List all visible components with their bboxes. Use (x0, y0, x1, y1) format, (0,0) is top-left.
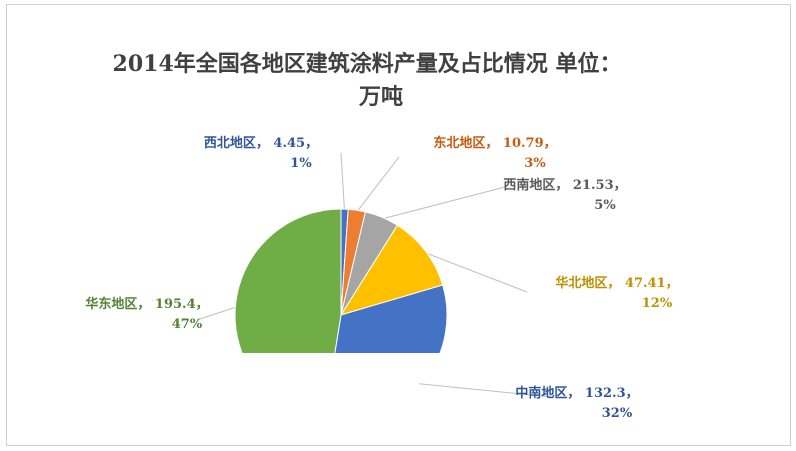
chart-area: 2014年全国各地区建筑涂料产量及占比情况 单位： 万吨 西北地区， 4.45，… (6, 4, 791, 446)
data-label: 华东地区， 195.4， 47% (85, 296, 208, 332)
data-label: 中南地区， 132.3， 32% (515, 385, 638, 421)
leader-line (381, 186, 506, 220)
leader-line (423, 251, 528, 293)
chart-title-line2: 万吨 (358, 84, 403, 110)
leader-line (340, 152, 345, 212)
pie-chart: 2014年全国各地区建筑涂料产量及占比情况 单位： 万吨 西北地区， 4.45，… (85, 51, 678, 421)
data-label: 西北地区， 4.45， 1% (204, 135, 318, 171)
pie-slice (339, 224, 444, 316)
leader-line (418, 383, 553, 398)
data-label: 华北地区， 47.41， 12% (555, 275, 678, 311)
pie-slice (334, 284, 448, 353)
pie-slice (234, 208, 342, 353)
data-label: 东北地区， 10.79， 3% (433, 135, 556, 171)
data-labels: 西北地区， 4.45， 1% 东北地区， 10.79， 3% 西南地区， 21.53， 5… (85, 135, 678, 421)
leader-lines (196, 152, 553, 398)
chart-title: 2014年全国各地区建筑涂料产量及占比情况 单位： (113, 51, 622, 77)
pie-slices (234, 208, 448, 353)
leader-line (196, 306, 238, 321)
data-label: 西南地区， 21.53， 5% (503, 177, 626, 213)
leader-line (356, 156, 400, 213)
